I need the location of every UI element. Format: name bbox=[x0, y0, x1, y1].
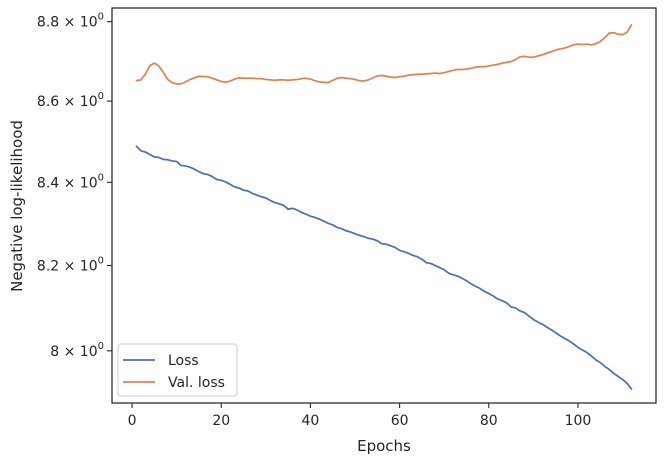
y-tick-label: 8.6 × 100 bbox=[37, 91, 104, 110]
plot-marks bbox=[135, 23, 633, 390]
legend-box bbox=[117, 343, 238, 397]
y-tick-label: 8.4 × 100 bbox=[37, 172, 104, 191]
axis-ticks: 0 20 40 60 80 100 8 × 100 8.2 × 100 8.4 × 100 8.6… bbox=[37, 12, 591, 429]
x-tick-label: 60 bbox=[391, 413, 409, 429]
x-tick-label: 0 bbox=[128, 413, 137, 429]
series-line-val-loss bbox=[135, 23, 633, 85]
x-tick-label: 40 bbox=[302, 413, 320, 429]
y-tick-label: 8.2 × 100 bbox=[37, 256, 104, 275]
y-axis-label: Negative log-likelihood bbox=[8, 120, 26, 292]
x-axis-label: Epochs bbox=[357, 437, 411, 455]
legend: Loss Val. loss bbox=[117, 343, 238, 397]
y-tick-label: 8 × 100 bbox=[50, 341, 104, 360]
y-tick-label: 8.8 × 100 bbox=[37, 12, 104, 31]
series-line-loss bbox=[135, 145, 633, 390]
plot-frame bbox=[111, 7, 657, 404]
legend-label-val-loss: Val. loss bbox=[168, 375, 225, 391]
x-tick-label: 80 bbox=[480, 413, 498, 429]
x-tick-label: 20 bbox=[212, 413, 230, 429]
legend-label-loss: Loss bbox=[168, 353, 199, 369]
x-tick-label: 100 bbox=[565, 413, 592, 429]
